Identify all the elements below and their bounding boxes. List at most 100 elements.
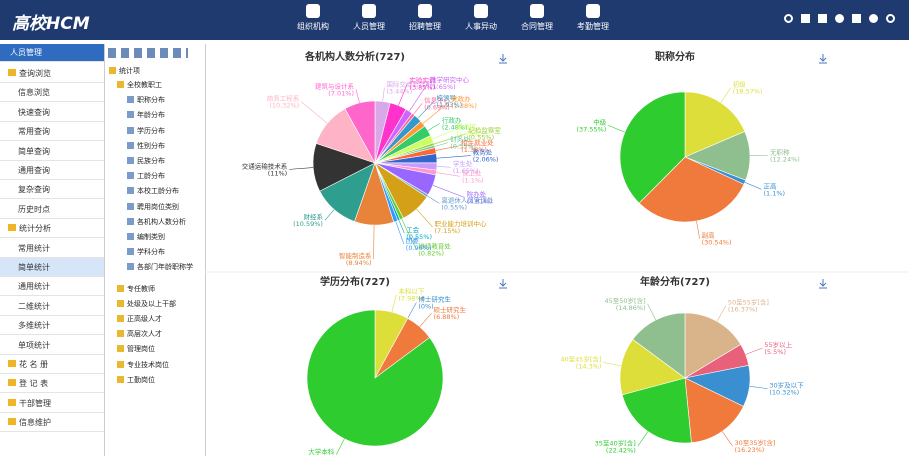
- sidebar-item[interactable]: 信息浏览: [0, 83, 104, 103]
- tree-node[interactable]: 各部门年龄职称学: [127, 260, 193, 274]
- tree-node[interactable]: 工勤岗位: [117, 373, 155, 387]
- sidebar-item[interactable]: 干部管理: [0, 394, 104, 413]
- sidebar-item[interactable]: 信息维护: [0, 413, 104, 433]
- nav-label: 招聘管理: [409, 22, 441, 31]
- slice-value: (2.06%): [473, 156, 499, 164]
- download-icon[interactable]: [819, 54, 827, 64]
- slice-value: (7.15%): [435, 227, 461, 235]
- tree-node[interactable]: 本校工龄分布: [127, 184, 179, 198]
- sidebar: 人员管理 查询浏览 信息浏览 快速查询 常用查询 简单查询 通用查询 复杂查询 历史时点 统计分析…: [0, 44, 105, 456]
- leader-line: [427, 195, 440, 204]
- slice-label: 图书馆: [456, 122, 476, 131]
- slice-value: (6.88%): [434, 313, 460, 321]
- folder-icon: [117, 360, 124, 368]
- tree-label: 民族分布: [137, 157, 165, 165]
- nav-item[interactable]: 合同管理: [507, 4, 567, 32]
- nav-label: 考勤管理: [577, 22, 609, 31]
- sidebar-item[interactable]: 登 记 表: [0, 374, 104, 394]
- slice-value: (5.5%): [764, 348, 786, 356]
- tree-node[interactable]: 全校教职工: [117, 78, 162, 92]
- tree-node[interactable]: 工龄分布: [127, 169, 165, 183]
- nav-icon: [362, 4, 376, 18]
- slice-value: (1.65%): [430, 83, 456, 91]
- slice-label: 财经系: [303, 212, 323, 221]
- sidebar-item[interactable]: 多维统计: [0, 316, 104, 336]
- download-icon[interactable]: [499, 279, 507, 289]
- tree-node[interactable]: 管理岗位: [117, 342, 155, 356]
- slice-label: 中级: [593, 117, 607, 126]
- slice-label: 30至35岁[含]: [734, 438, 775, 447]
- nav-icon: [306, 4, 320, 18]
- slice-label: 工会: [406, 225, 420, 234]
- tree-node[interactable]: 聘用岗位类别: [127, 200, 179, 214]
- tree-label: 编制类别: [137, 233, 165, 241]
- folder-icon: [117, 375, 124, 383]
- leader-line: [417, 100, 435, 119]
- sidebar-label: 登 记 表: [19, 379, 49, 389]
- chart-icon: [127, 233, 134, 240]
- nav-item[interactable]: 人员管理: [339, 4, 399, 32]
- leader-line: [427, 123, 440, 131]
- sidebar-label: 统计分析: [19, 224, 51, 234]
- chart-icon: [127, 217, 134, 225]
- sidebar-item[interactable]: 常用统计: [0, 239, 104, 258]
- nav-icon: [474, 4, 488, 18]
- tree-node[interactable]: 专业技术岗位: [117, 358, 169, 372]
- tree-node[interactable]: 统计项: [109, 64, 140, 78]
- tree-node[interactable]: 专任教师: [117, 282, 155, 296]
- tree-node[interactable]: 学历分布: [127, 124, 165, 138]
- tree-node[interactable]: 编制类别: [127, 230, 165, 244]
- tree-label: 职称分布: [137, 96, 165, 105]
- sidebar-item[interactable]: 常用查询: [0, 122, 104, 142]
- download-icon[interactable]: [819, 279, 827, 289]
- slice-value: (1.1%): [462, 176, 484, 184]
- tree-node[interactable]: 处级及以上干部: [117, 297, 176, 311]
- sidebar-label: 通用查询: [18, 166, 50, 175]
- pie-slice: [306, 309, 444, 447]
- sidebar-item[interactable]: 通用查询: [0, 161, 104, 180]
- tree-label: 学历分布: [137, 126, 165, 135]
- nav-item[interactable]: 人事异动: [451, 4, 511, 32]
- leader-line: [720, 87, 731, 103]
- nav-item[interactable]: 招聘管理: [395, 4, 455, 32]
- tree-node[interactable]: 职称分布: [127, 93, 165, 107]
- tree-node[interactable]: 性别分布: [127, 139, 165, 153]
- tree-node[interactable]: 各机构人数分析: [127, 215, 186, 229]
- sidebar-label: 信息浏览: [18, 88, 50, 98]
- folder-icon: [8, 398, 16, 406]
- nav-item[interactable]: 组织机构: [283, 4, 343, 32]
- tree-node[interactable]: 正高级人才: [117, 312, 162, 326]
- tree-node[interactable]: 高层次人才: [117, 327, 162, 341]
- sidebar-item[interactable]: 统计分析: [0, 219, 104, 239]
- tree-node[interactable]: 年龄分布: [127, 108, 165, 122]
- tree-node[interactable]: 学科分布: [127, 245, 165, 259]
- leader-line: [436, 155, 471, 159]
- download-icon[interactable]: [499, 54, 507, 64]
- leader-line: [432, 185, 465, 198]
- leader-line: [401, 218, 417, 250]
- sidebar-item[interactable]: 花 名 册: [0, 355, 104, 374]
- sidebar-label: 简单查询: [18, 146, 50, 156]
- leader-line: [416, 208, 433, 228]
- slice-value: (0.96%): [406, 244, 432, 252]
- sidebar-item[interactable]: 复杂查询: [0, 180, 104, 200]
- tree-label: 统计项: [119, 67, 140, 75]
- sidebar-item[interactable]: 单项统计: [0, 336, 104, 355]
- slice-value: (12.24%): [770, 155, 800, 163]
- sidebar-item[interactable]: 快速查询: [0, 103, 104, 122]
- sidebar-item[interactable]: 简单统计: [0, 258, 104, 277]
- nav-item[interactable]: 考勤管理: [563, 4, 623, 32]
- sidebar-item[interactable]: 简单查询: [0, 142, 104, 161]
- leader-line: [603, 362, 622, 367]
- leader-line: [647, 303, 657, 321]
- sidebar-item[interactable]: 二维统计: [0, 297, 104, 316]
- sidebar-item[interactable]: 查询浏览: [0, 64, 104, 83]
- tree-label: 全校教职工: [127, 81, 162, 89]
- chart-icon: [127, 187, 134, 195]
- sidebar-item[interactable]: 通用统计: [0, 277, 104, 297]
- sidebar-item[interactable]: 历史时点: [0, 200, 104, 219]
- leader-line: [407, 302, 417, 319]
- tree-node[interactable]: 民族分布: [127, 154, 165, 168]
- toolbar-icons[interactable]: [784, 14, 895, 23]
- leader-line: [395, 221, 405, 245]
